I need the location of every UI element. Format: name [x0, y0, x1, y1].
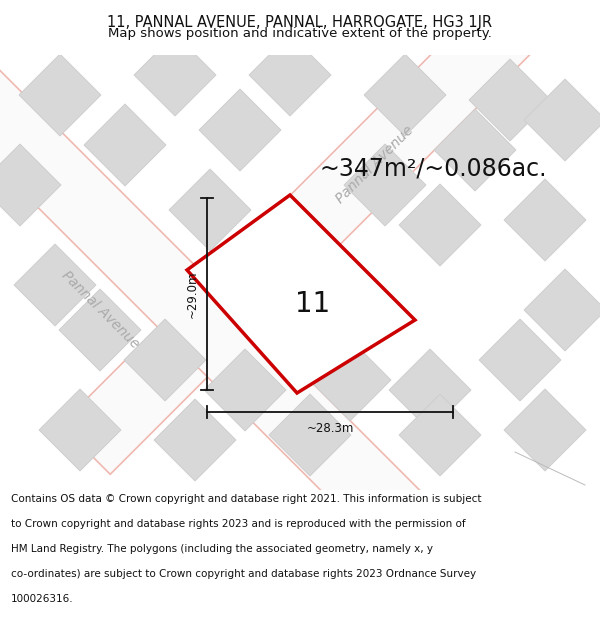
- Text: ~347m²/~0.086ac.: ~347m²/~0.086ac.: [320, 156, 548, 180]
- Polygon shape: [19, 54, 101, 136]
- Polygon shape: [124, 319, 206, 401]
- Text: Pannal Avenue: Pannal Avenue: [59, 269, 142, 351]
- Polygon shape: [39, 389, 121, 471]
- Polygon shape: [389, 349, 471, 431]
- Polygon shape: [524, 79, 600, 161]
- Text: ~28.3m: ~28.3m: [307, 422, 353, 435]
- Text: Pannal Avenue: Pannal Avenue: [334, 124, 416, 206]
- Polygon shape: [0, 144, 61, 226]
- Text: Contains OS data © Crown copyright and database right 2021. This information is : Contains OS data © Crown copyright and d…: [11, 494, 481, 504]
- Polygon shape: [309, 339, 391, 421]
- Polygon shape: [344, 144, 426, 226]
- Text: 11, PANNAL AVENUE, PANNAL, HARROGATE, HG3 1JR: 11, PANNAL AVENUE, PANNAL, HARROGATE, HG…: [107, 16, 493, 31]
- Text: 11: 11: [295, 291, 330, 319]
- Polygon shape: [169, 169, 251, 251]
- Polygon shape: [187, 195, 415, 393]
- Polygon shape: [504, 179, 586, 261]
- Polygon shape: [154, 399, 236, 481]
- Polygon shape: [84, 104, 166, 186]
- Polygon shape: [59, 289, 141, 371]
- Polygon shape: [14, 244, 96, 326]
- Polygon shape: [479, 319, 561, 401]
- Text: Map shows position and indicative extent of the property.: Map shows position and indicative extent…: [108, 27, 492, 39]
- Polygon shape: [524, 269, 600, 351]
- Polygon shape: [199, 89, 281, 171]
- Polygon shape: [204, 349, 286, 431]
- Polygon shape: [61, 0, 600, 474]
- Polygon shape: [364, 54, 446, 136]
- Polygon shape: [399, 184, 481, 266]
- Text: co-ordinates) are subject to Crown copyright and database rights 2023 Ordnance S: co-ordinates) are subject to Crown copyr…: [11, 569, 476, 579]
- Polygon shape: [134, 34, 216, 116]
- Polygon shape: [249, 34, 331, 116]
- Polygon shape: [0, 41, 430, 549]
- Polygon shape: [269, 394, 351, 476]
- Polygon shape: [229, 209, 311, 291]
- Polygon shape: [434, 109, 516, 191]
- Polygon shape: [469, 59, 551, 141]
- Text: ~29.0m: ~29.0m: [186, 270, 199, 318]
- Text: to Crown copyright and database rights 2023 and is reproduced with the permissio: to Crown copyright and database rights 2…: [11, 519, 466, 529]
- Text: HM Land Registry. The polygons (including the associated geometry, namely x, y: HM Land Registry. The polygons (includin…: [11, 544, 433, 554]
- Polygon shape: [504, 389, 586, 471]
- Polygon shape: [399, 394, 481, 476]
- Text: 100026316.: 100026316.: [11, 594, 73, 604]
